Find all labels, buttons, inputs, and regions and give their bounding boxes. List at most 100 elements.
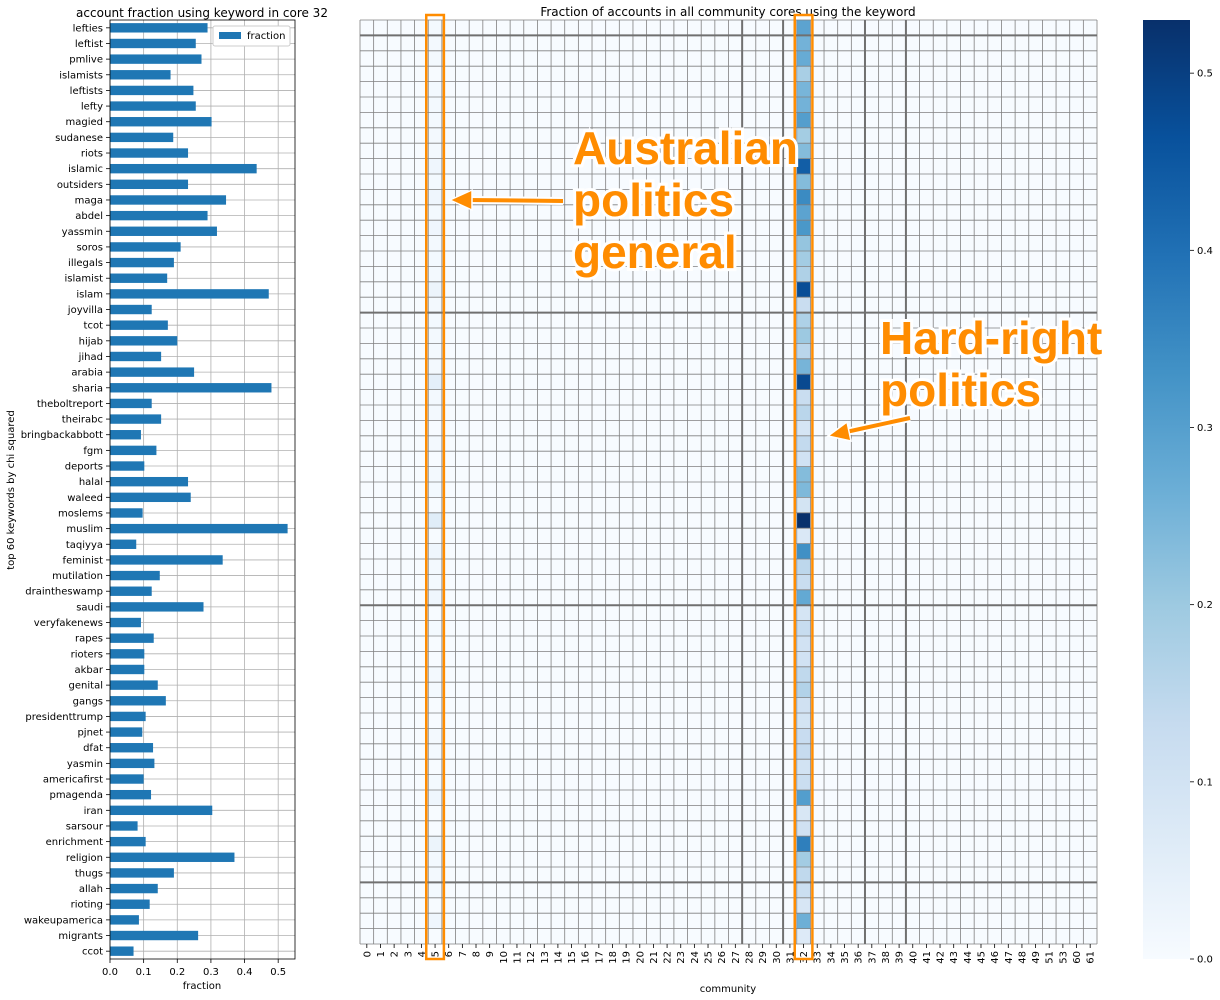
heatmap-cell xyxy=(864,158,879,175)
heatmap-cell xyxy=(1042,574,1057,591)
heatmap-x-tick-label: 9 xyxy=(485,951,496,957)
heatmap-cell xyxy=(1042,605,1057,621)
heatmap-cell xyxy=(987,836,1002,852)
heatmap-cell xyxy=(933,482,948,498)
heatmap-cell xyxy=(537,820,552,837)
heatmap-cell xyxy=(892,204,907,221)
heatmap-cell xyxy=(646,713,661,729)
heatmap-cell xyxy=(864,174,879,190)
bar-category-label: ccot xyxy=(82,947,103,958)
heatmap-cell xyxy=(1083,343,1098,360)
heatmap-cell xyxy=(946,50,961,67)
heatmap-cell xyxy=(796,697,811,714)
heatmap-cell xyxy=(510,343,525,360)
heatmap-cell xyxy=(974,697,989,714)
heatmap-cell xyxy=(1028,790,1043,806)
heatmap-cell xyxy=(687,713,702,729)
heatmap-cell xyxy=(1056,435,1071,452)
heatmap-cell xyxy=(632,35,647,52)
heatmap-cell xyxy=(360,20,374,36)
heatmap-cell xyxy=(769,405,784,421)
heatmap-cell xyxy=(919,851,934,868)
heatmap-cell xyxy=(537,605,552,621)
heatmap-cell xyxy=(1056,328,1071,344)
heatmap-cell xyxy=(496,127,511,144)
heatmap-cell xyxy=(632,358,647,375)
heatmap-x-tick-label: 40 xyxy=(908,951,919,964)
heatmap-cell xyxy=(742,251,757,267)
heatmap-cell xyxy=(523,281,538,298)
heatmap-cell xyxy=(646,743,661,760)
heatmap-cell xyxy=(878,466,893,483)
heatmap-cell xyxy=(428,620,443,637)
heatmap-cell xyxy=(933,605,948,621)
heatmap-cell xyxy=(373,435,388,452)
heatmap-cell xyxy=(714,143,729,159)
heatmap-cell xyxy=(482,497,497,514)
heatmap-cell xyxy=(1015,312,1030,329)
heatmap-cell xyxy=(796,482,811,498)
heatmap-cell xyxy=(892,774,907,791)
heatmap-cell xyxy=(360,81,374,98)
heatmap-cell xyxy=(551,281,566,298)
heatmap-cell xyxy=(673,297,688,313)
heatmap-cell xyxy=(742,836,757,852)
heatmap-cell xyxy=(482,574,497,591)
heatmap-cell xyxy=(1015,882,1030,899)
heatmap-cell xyxy=(837,328,852,344)
heatmap-cell xyxy=(946,759,961,775)
heatmap-cell xyxy=(755,559,770,575)
heatmap-cell xyxy=(769,897,784,914)
heatmap-cell xyxy=(1015,713,1030,729)
heatmap-cell xyxy=(769,574,784,591)
heatmap-cell xyxy=(455,81,470,98)
heatmap-cell xyxy=(537,913,552,929)
heatmap-cell xyxy=(851,651,866,668)
heatmap-cell xyxy=(673,451,688,467)
heatmap-cell xyxy=(387,328,402,344)
heatmap-cell xyxy=(701,851,716,868)
heatmap-cell xyxy=(769,420,784,437)
heatmap-cell xyxy=(455,97,470,113)
heatmap-cell xyxy=(701,713,716,729)
heatmap-cell xyxy=(851,528,866,544)
heatmap-cell xyxy=(1083,682,1098,698)
heatmap-cell xyxy=(632,574,647,591)
heatmap-cell xyxy=(551,420,566,437)
heatmap-cell xyxy=(646,466,661,483)
heatmap-cell xyxy=(482,605,497,621)
heatmap-cell xyxy=(632,759,647,775)
heatmap-cell xyxy=(441,482,456,498)
heatmap-cell xyxy=(619,636,634,652)
heatmap-cell xyxy=(769,605,784,621)
heatmap-cell xyxy=(1083,897,1098,914)
heatmap-cell xyxy=(619,66,634,82)
heatmap-cell xyxy=(564,836,579,852)
heatmap-cell xyxy=(1028,343,1043,360)
heatmap-cell xyxy=(428,851,443,868)
heatmap-cell xyxy=(1015,836,1030,852)
heatmap-cell xyxy=(878,574,893,591)
bar-category-label: islamist xyxy=(64,274,103,285)
heatmap-cell xyxy=(851,913,866,929)
bar xyxy=(110,257,174,268)
heatmap-cell xyxy=(482,482,497,498)
heatmap-cell xyxy=(673,20,688,36)
heatmap-cell xyxy=(1015,204,1030,221)
heatmap-cell xyxy=(469,143,484,159)
heatmap-cell xyxy=(455,574,470,591)
heatmap-cell xyxy=(510,697,525,714)
heatmap-cell xyxy=(496,451,511,467)
heatmap-cell xyxy=(510,297,525,313)
heatmap-cell xyxy=(592,713,606,729)
heatmap-cell xyxy=(796,666,811,683)
heatmap-cell xyxy=(905,174,920,190)
heatmap-cell xyxy=(796,343,811,360)
heatmap-cell xyxy=(701,543,716,560)
heatmap-cell xyxy=(660,574,675,591)
heatmap-cell xyxy=(496,97,511,113)
heatmap-cell xyxy=(660,297,675,313)
heatmap-cell xyxy=(892,81,907,98)
heatmap: Fraction of accounts in all community co… xyxy=(359,5,1098,995)
heatmap-cell xyxy=(564,574,579,591)
